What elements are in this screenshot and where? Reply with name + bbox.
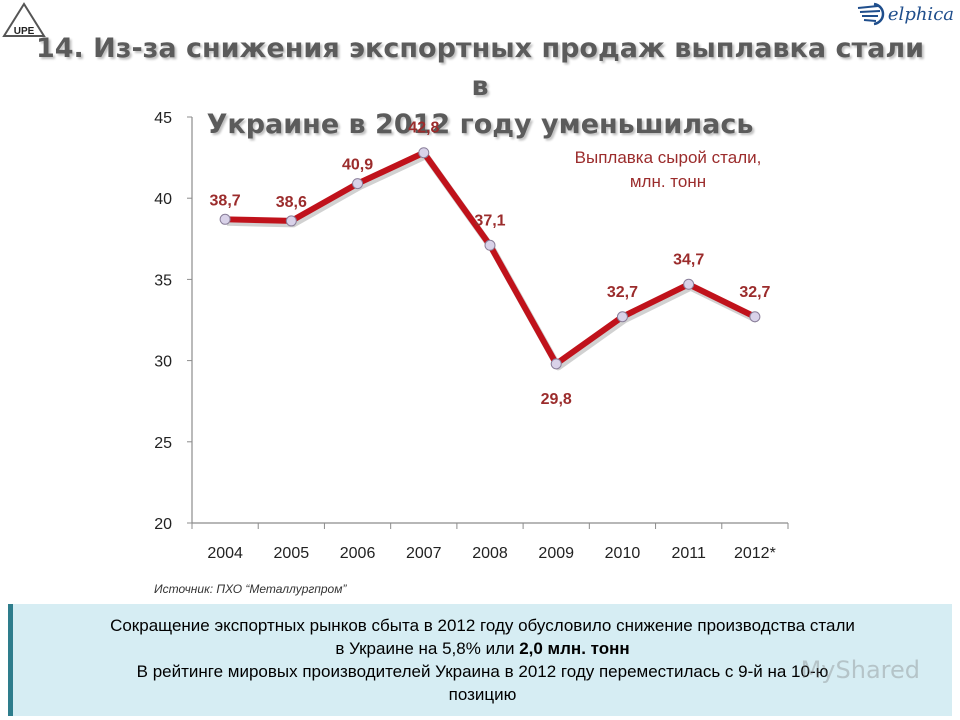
data-point <box>418 147 430 159</box>
data-point <box>484 239 496 251</box>
data-point <box>749 311 761 323</box>
data-label: 38,6 <box>276 194 307 211</box>
watermark: MyShared <box>800 656 920 684</box>
data-point <box>683 278 695 290</box>
data-point <box>285 215 297 227</box>
data-point <box>550 358 562 370</box>
y-tick-label: 20 <box>154 516 172 533</box>
x-tick-label: 2004 <box>207 545 243 562</box>
x-tick-label: 2011 <box>671 545 706 562</box>
y-tick-label: 45 <box>154 110 172 127</box>
y-tick-label: 25 <box>154 435 172 452</box>
y-tick-label: 35 <box>154 272 172 289</box>
summary-line1: Сокращение экспортных рынков сбыта в 201… <box>110 616 855 635</box>
upe-logo-triangle <box>2 2 46 37</box>
data-label: 29,8 <box>541 391 572 408</box>
summary-note: Сокращение экспортных рынков сбыта в 201… <box>8 604 952 716</box>
data-point <box>219 213 231 225</box>
summary-line2-bold: 2,0 млн. тонн <box>519 639 630 658</box>
x-tick-label: 2006 <box>340 545 376 562</box>
delphica-logo: elphica <box>856 2 954 26</box>
x-tick-label: 2009 <box>538 545 574 562</box>
x-tick-label: 2007 <box>406 545 442 562</box>
data-point <box>616 311 628 323</box>
steel-production-chart: 20 25 30 35 40 45 2004 2005 2006 2007 2008 2009 2010… <box>154 110 789 562</box>
data-label: 32,7 <box>739 284 770 301</box>
summary-line3: В рейтинге мировых производителей Украин… <box>136 662 829 681</box>
delphica-logo-icon <box>857 2 885 26</box>
chart-annotation-line1: Выплавка сырой стали, <box>575 148 762 167</box>
x-tick-label: 2012* <box>734 545 776 562</box>
upe-logo-text: UPE <box>14 26 35 37</box>
summary-line2-text: в Украине на 5,8% или <box>335 639 520 658</box>
data-label: 37,1 <box>474 212 505 229</box>
source-note: Источник: ПХО “Металлургпром” <box>154 582 347 596</box>
chart-annotation-line2: млн. тонн <box>630 172 706 191</box>
data-label: 34,7 <box>673 251 704 268</box>
upe-logo: UPE <box>2 2 46 37</box>
y-tick-label: 30 <box>154 354 172 371</box>
page-title-line2: Украине в 2012 году уменьшилась <box>206 109 754 140</box>
data-label: 40,9 <box>342 157 373 174</box>
data-label: 42,8 <box>408 120 439 137</box>
summary-line4: позицию <box>448 685 517 704</box>
x-tick-label: 2005 <box>274 545 310 562</box>
data-label: 38,7 <box>210 192 241 209</box>
summary-line2: в Украине на 5,8% или 2,0 млн. тонн <box>13 637 952 660</box>
y-tick-label: 40 <box>154 191 172 208</box>
delphica-logo-text: elphica <box>887 3 954 25</box>
x-tick-label: 2010 <box>605 545 641 562</box>
x-tick-label: 2008 <box>472 545 508 562</box>
page-title: 14. Из-за снижения экспортных продаж вып… <box>30 30 930 144</box>
data-label: 32,7 <box>607 284 638 301</box>
page-title-line1: 14. Из-за снижения экспортных продаж вып… <box>35 33 925 102</box>
data-point <box>352 178 364 190</box>
